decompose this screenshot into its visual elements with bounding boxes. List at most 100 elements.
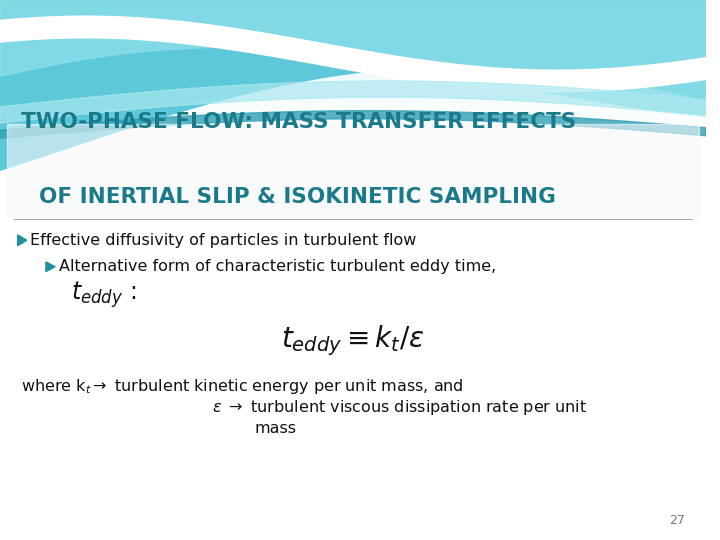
Bar: [0, 400, 706, 405]
Bar: [0, 49, 706, 54]
Bar: [0, 524, 706, 529]
Bar: [0, 421, 706, 427]
Text: $\mathit{t}_{eddy} \equiv k_t \mathit{/} \varepsilon$: $\mathit{t}_{eddy} \equiv k_t \mathit{/}…: [281, 323, 425, 357]
Bar: [0, 491, 706, 497]
Bar: [0, 54, 706, 59]
Bar: [0, 427, 706, 432]
Polygon shape: [18, 235, 27, 246]
Bar: [0, 265, 706, 270]
Polygon shape: [46, 262, 55, 272]
Bar: [0, 38, 706, 43]
Bar: [0, 486, 706, 491]
Bar: [0, 497, 706, 502]
Bar: [0, 135, 706, 140]
Bar: [0, 329, 706, 335]
Bar: [0, 286, 706, 292]
Bar: [0, 32, 706, 38]
Polygon shape: [0, 0, 706, 170]
Bar: [0, 97, 706, 103]
Polygon shape: [0, 111, 706, 138]
Bar: [0, 5, 706, 11]
Bar: [0, 194, 706, 200]
Bar: [0, 221, 706, 227]
Bar: [0, 513, 706, 518]
Bar: [0, 356, 706, 362]
Bar: [0, 475, 706, 481]
Bar: [0, 454, 706, 459]
Text: OF INERTIAL SLIP & ISOKINETIC SAMPLING: OF INERTIAL SLIP & ISOKINETIC SAMPLING: [39, 187, 556, 207]
Bar: [0, 518, 706, 524]
Bar: [0, 248, 706, 254]
Bar: [0, 167, 706, 173]
Bar: [0, 373, 706, 378]
Polygon shape: [0, 0, 706, 114]
Bar: [0, 130, 706, 135]
Bar: [0, 16, 706, 22]
Bar: [0, 319, 706, 324]
Bar: [0, 232, 706, 238]
Bar: [0, 108, 706, 113]
Text: Effective diffusivity of particles in turbulent flow: Effective diffusivity of particles in tu…: [30, 233, 417, 248]
Bar: [0, 292, 706, 297]
Polygon shape: [0, 81, 706, 123]
Bar: [0, 205, 706, 211]
Bar: [0, 394, 706, 400]
Bar: [0, 378, 706, 383]
Bar: [0, 173, 706, 178]
Text: 27: 27: [669, 514, 685, 526]
Bar: [0, 340, 706, 346]
Polygon shape: [0, 16, 706, 92]
Bar: [0, 184, 706, 189]
Bar: [0, 389, 706, 394]
Bar: [0, 405, 706, 410]
Bar: [0, 416, 706, 421]
Text: where k$_t$$\rightarrow$ turbulent kinetic energy per unit mass, and: where k$_t$$\rightarrow$ turbulent kinet…: [21, 376, 464, 396]
Bar: [0, 0, 706, 5]
Bar: [0, 157, 706, 162]
Bar: [0, 324, 706, 329]
Bar: [0, 146, 706, 151]
Bar: [0, 275, 706, 281]
Bar: [0, 470, 706, 475]
Bar: [0, 151, 706, 157]
Bar: [0, 238, 706, 243]
Bar: [0, 270, 706, 275]
Bar: [0, 70, 706, 76]
Text: mass: mass: [254, 421, 296, 436]
Bar: [0, 464, 706, 470]
Bar: [0, 119, 706, 124]
Bar: [0, 367, 706, 373]
Bar: [0, 162, 706, 167]
Bar: [0, 308, 706, 313]
Bar: [0, 227, 706, 232]
Bar: [0, 65, 706, 70]
Bar: [0, 243, 706, 248]
Bar: [0, 92, 706, 97]
Bar: [0, 59, 706, 65]
Bar: [0, 459, 706, 464]
Bar: [0, 297, 706, 302]
Bar: [0, 432, 706, 437]
Bar: [7, 124, 699, 216]
Bar: [0, 508, 706, 513]
Bar: [0, 211, 706, 216]
Text: Alternative form of characteristic turbulent eddy time,: Alternative form of characteristic turbu…: [58, 259, 496, 274]
Bar: [0, 443, 706, 448]
Bar: [0, 11, 706, 16]
Bar: [0, 178, 706, 184]
Bar: [0, 189, 706, 194]
Bar: [0, 346, 706, 351]
Bar: [0, 502, 706, 508]
Bar: [0, 43, 706, 49]
Bar: [0, 437, 706, 443]
Text: $\mathit{t}_{eddy}$ :: $\mathit{t}_{eddy}$ :: [71, 279, 136, 309]
Bar: [0, 351, 706, 356]
Bar: [0, 481, 706, 486]
Bar: [0, 313, 706, 319]
Bar: [0, 27, 706, 32]
Bar: [0, 535, 706, 540]
Bar: [0, 81, 706, 86]
Bar: [0, 448, 706, 454]
Text: TWO-PHASE FLOW: MASS TRANSFER EFFECTS: TWO-PHASE FLOW: MASS TRANSFER EFFECTS: [21, 111, 577, 132]
Bar: [0, 383, 706, 389]
